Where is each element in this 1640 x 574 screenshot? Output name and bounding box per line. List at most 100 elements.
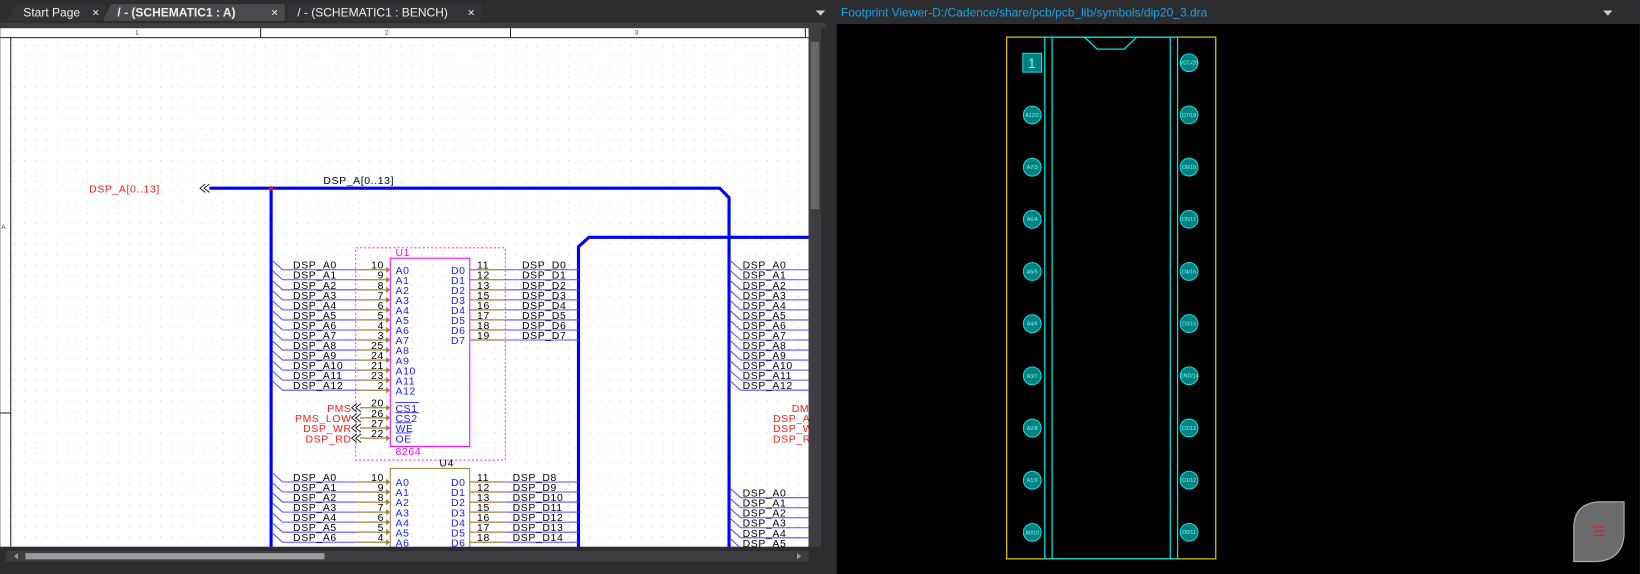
splitter[interactable] xyxy=(826,0,837,574)
pin-row-oe[interactable]: DSP_RD 22 OE xyxy=(305,429,411,445)
pin-row-a5[interactable]: DSP_A5 5 A5 xyxy=(271,310,409,328)
scroll-left-icon[interactable] xyxy=(13,553,19,560)
pin-row-d4[interactable]: D4 16 DSP_D12 xyxy=(451,513,579,529)
net-row[interactable]: DSP_A10 xyxy=(729,360,809,372)
pad[interactable]: D5/17 xyxy=(1179,209,1199,229)
scrollbar-thumb[interactable] xyxy=(25,553,325,560)
net-row[interactable]: DSP_A4 xyxy=(729,300,809,312)
net-row[interactable]: DSP_A2 xyxy=(729,507,809,520)
net-row[interactable]: DSP_A0 xyxy=(729,259,809,272)
pin-row-d0[interactable]: D0 11 DSP_D8 xyxy=(451,473,579,489)
scrollbar-thumb[interactable] xyxy=(810,41,819,210)
pad[interactable]: D1/12 xyxy=(1179,470,1199,490)
pin-row-a2[interactable]: DSP_A2 8 A2 xyxy=(271,492,409,510)
pin-row-a1[interactable]: DSP_A1 9 A1 xyxy=(271,482,409,500)
scroll-right-icon[interactable] xyxy=(796,553,802,560)
pin-row-d4[interactable]: D4 16 DSP_D4 xyxy=(451,301,579,317)
pin-row-d2[interactable]: D2 13 DSP_D10 xyxy=(451,493,579,509)
floating-menu-button[interactable] xyxy=(1573,501,1625,563)
pin-row-a6[interactable]: DSP_A6 4 A6 xyxy=(271,532,409,550)
bus-dsp-a[interactable] xyxy=(209,186,731,547)
close-icon[interactable]: × xyxy=(468,6,475,20)
net-row[interactable]: DSP_A1 xyxy=(729,497,809,510)
net-row[interactable]: DSP_A6 xyxy=(729,320,809,332)
pad[interactable]: A2/8 xyxy=(1022,418,1042,438)
pin-row-a10[interactable]: DSP_A10 21 A10 xyxy=(271,360,416,378)
tab-start-page[interactable]: Start Page × xyxy=(6,5,107,21)
net-row[interactable]: DSP_A12 xyxy=(729,380,809,392)
pin-row-a6[interactable]: DSP_A6 4 A6 xyxy=(271,320,409,338)
tab-schematic-a[interactable]: / - (SCHEMATIC1 : A) × xyxy=(102,4,285,21)
net-row[interactable]: DSP_A9 xyxy=(729,350,809,362)
pin-row-a0[interactable]: DSP_A0 10 A0 xyxy=(271,472,409,490)
pin-row-a3[interactable]: DSP_A3 7 A3 xyxy=(271,290,409,307)
vertical-scrollbar[interactable] xyxy=(808,28,822,547)
pin-row-a9[interactable]: DSP_A9 24 A9 xyxy=(271,350,409,368)
pad[interactable]: D7/19 xyxy=(1179,105,1199,125)
pin-row-a1[interactable]: DSP_A1 9 A1 xyxy=(271,269,409,287)
pad[interactable]: A12/2 xyxy=(1022,105,1042,125)
tab-dropdown-icon[interactable] xyxy=(815,10,826,16)
pin-row-a11[interactable]: DSP_A11 23 A11 xyxy=(271,370,415,388)
bus-wire[interactable] xyxy=(209,186,731,547)
pin-row-a3[interactable]: DSP_A3 7 A3 xyxy=(271,502,409,520)
pin-row-d5[interactable]: D5 17 DSP_D13 xyxy=(451,523,579,539)
schematic-canvas[interactable]: 1 2 3 A DSP_A[0..13]DSP_A[0..13]U18264DS… xyxy=(0,28,813,564)
pad[interactable]: A3/7 xyxy=(1022,366,1042,386)
pin-row-d3[interactable]: D3 15 DSP_D11 xyxy=(451,503,579,519)
pin-row-cs2[interactable]: PMS_LOW 26 CS2 xyxy=(295,409,420,425)
pin-row-a4[interactable]: DSP_A4 6 A4 xyxy=(271,300,409,317)
pin-row-cs1[interactable]: PMS 20 CS1 xyxy=(327,399,420,415)
pin-row-a8[interactable]: DSP_A8 25 A8 xyxy=(271,340,409,358)
pad[interactable]: A7/3 xyxy=(1022,157,1042,177)
net-row[interactable]: DSP_A4 xyxy=(729,528,809,540)
pad[interactable]: A6/4 xyxy=(1022,209,1042,229)
net-row[interactable]: DSP_A3 xyxy=(729,290,809,302)
pad-1[interactable]: 1 xyxy=(1022,52,1043,73)
pad[interactable]: A4/6 xyxy=(1022,314,1042,334)
pin-row-a7[interactable]: DSP_A7 3 A7 xyxy=(271,330,409,348)
close-icon[interactable]: × xyxy=(92,6,99,20)
pad[interactable]: D0/11 xyxy=(1179,522,1199,542)
pin-row-a2[interactable]: DSP_A2 8 A2 xyxy=(271,280,409,297)
pad[interactable]: D3/15 xyxy=(1179,314,1199,334)
footprint-canvas[interactable] xyxy=(836,24,1640,574)
pad[interactable]: D2/13 xyxy=(1179,418,1199,438)
pin-row-a5[interactable]: DSP_A5 5 A5 xyxy=(271,522,409,540)
pin-row-a0[interactable]: DSP_A0 10 A0 xyxy=(271,259,409,277)
pin-row-we[interactable]: DSP_WR 27 WE xyxy=(303,419,413,435)
close-icon[interactable]: × xyxy=(271,6,278,20)
pin-row-d0[interactable]: D0 11 DSP_D0 xyxy=(451,261,579,277)
pad[interactable]: VCC/20 xyxy=(1179,53,1199,73)
pad[interactable]: A1/9 xyxy=(1022,470,1042,490)
net-row[interactable]: DSP_A3 xyxy=(729,517,809,530)
net-row[interactable]: DSP_A11 xyxy=(729,370,809,382)
panel-dropdown-icon[interactable] xyxy=(1603,10,1613,16)
net-row[interactable]: DSP_A8 xyxy=(729,340,809,352)
pad[interactable]: D6/18 xyxy=(1179,157,1199,177)
pin-row-d7[interactable]: D7 19 DSP_D7 xyxy=(451,331,579,347)
bus-wire-data[interactable] xyxy=(576,235,809,547)
net-row[interactable]: DSP_A5 xyxy=(729,310,809,322)
pad[interactable]: A5/5 xyxy=(1022,262,1042,281)
pin-row-d5[interactable]: D5 17 DSP_D5 xyxy=(451,311,579,327)
tab-schematic-bench[interactable]: / - (SCHEMATIC1 : BENCH) × xyxy=(287,4,482,21)
pad[interactable]: A0/10 xyxy=(1022,522,1042,542)
pad[interactable]: D4/16 xyxy=(1179,262,1199,281)
net-row[interactable]: DSP_A7 xyxy=(729,330,809,342)
pin-row-a4[interactable]: DSP_A4 6 A4 xyxy=(271,512,409,530)
pad[interactable]: GND/14 xyxy=(1180,366,1199,386)
pin-row-a12[interactable]: DSP_A12 2 A12 xyxy=(271,380,416,398)
pin-row-d1[interactable]: D1 12 DSP_D1 xyxy=(451,271,579,287)
pin-row-d6[interactable]: D6 18 DSP_D6 xyxy=(451,321,579,337)
pin-row-d3[interactable]: D3 15 DSP_D3 xyxy=(451,291,579,307)
pin-row-d2[interactable]: D2 13 DSP_D2 xyxy=(451,281,579,297)
pin-row-d1[interactable]: D1 12 DSP_D9 xyxy=(451,483,579,499)
horizontal-scrollbar[interactable] xyxy=(0,546,827,574)
net-row[interactable]: DSP_A1 xyxy=(729,269,809,282)
pin-row-d6[interactable]: D6 18 DSP_D14 xyxy=(451,533,579,549)
net-row[interactable]: DSP_A0 xyxy=(729,487,809,500)
net-row[interactable]: DSP_A2 xyxy=(729,280,809,292)
